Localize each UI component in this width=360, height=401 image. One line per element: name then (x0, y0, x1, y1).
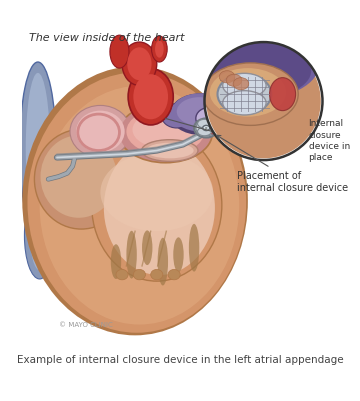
Ellipse shape (35, 130, 128, 229)
Ellipse shape (92, 130, 222, 282)
Ellipse shape (111, 245, 121, 279)
Ellipse shape (22, 67, 248, 336)
Ellipse shape (104, 141, 215, 275)
Ellipse shape (196, 108, 222, 130)
Ellipse shape (120, 105, 211, 162)
Text: Internal
closure
device in
place: Internal closure device in place (309, 119, 350, 161)
Ellipse shape (173, 238, 184, 272)
Ellipse shape (141, 140, 198, 162)
Ellipse shape (219, 71, 235, 84)
Ellipse shape (30, 201, 49, 271)
Ellipse shape (24, 193, 55, 279)
Ellipse shape (203, 64, 298, 126)
Ellipse shape (198, 120, 211, 129)
Ellipse shape (206, 45, 321, 159)
Ellipse shape (132, 112, 195, 148)
Ellipse shape (146, 144, 194, 159)
Ellipse shape (100, 154, 213, 232)
Text: Example of internal closure device in the left atrial appendage: Example of internal closure device in th… (17, 354, 343, 364)
Ellipse shape (152, 37, 167, 63)
Ellipse shape (142, 231, 152, 265)
Ellipse shape (189, 224, 199, 272)
Ellipse shape (270, 79, 296, 111)
Ellipse shape (27, 73, 246, 333)
Ellipse shape (194, 119, 219, 138)
Ellipse shape (133, 270, 145, 280)
Ellipse shape (158, 238, 168, 286)
Ellipse shape (198, 43, 311, 100)
Ellipse shape (177, 98, 222, 126)
Ellipse shape (198, 128, 211, 136)
Ellipse shape (162, 104, 192, 129)
Ellipse shape (128, 69, 173, 126)
Ellipse shape (151, 270, 163, 280)
Ellipse shape (26, 74, 50, 225)
Ellipse shape (40, 87, 239, 325)
Ellipse shape (203, 126, 210, 131)
Ellipse shape (205, 128, 207, 130)
Ellipse shape (20, 63, 56, 236)
Ellipse shape (208, 123, 219, 135)
Ellipse shape (170, 94, 230, 136)
Ellipse shape (122, 43, 157, 86)
Ellipse shape (116, 270, 128, 280)
Ellipse shape (155, 41, 164, 59)
Ellipse shape (110, 36, 129, 69)
Ellipse shape (190, 31, 319, 100)
Ellipse shape (127, 48, 152, 81)
Ellipse shape (133, 75, 168, 120)
Ellipse shape (126, 109, 204, 156)
Ellipse shape (210, 69, 286, 117)
Ellipse shape (217, 75, 271, 115)
Ellipse shape (226, 75, 242, 87)
Ellipse shape (223, 91, 266, 115)
Ellipse shape (76, 111, 125, 153)
Ellipse shape (196, 121, 217, 136)
Ellipse shape (70, 106, 131, 158)
Ellipse shape (126, 231, 137, 279)
Circle shape (204, 43, 323, 161)
Ellipse shape (40, 136, 117, 218)
Ellipse shape (118, 103, 213, 164)
Text: © MAYO CLINIC: © MAYO CLINIC (59, 321, 112, 327)
Ellipse shape (171, 94, 229, 132)
Ellipse shape (168, 270, 180, 280)
Text: The view inside of the heart: The view inside of the heart (29, 32, 185, 43)
Text: Placement of
internal closure device: Placement of internal closure device (217, 136, 348, 192)
Ellipse shape (223, 74, 266, 98)
Ellipse shape (233, 79, 249, 91)
